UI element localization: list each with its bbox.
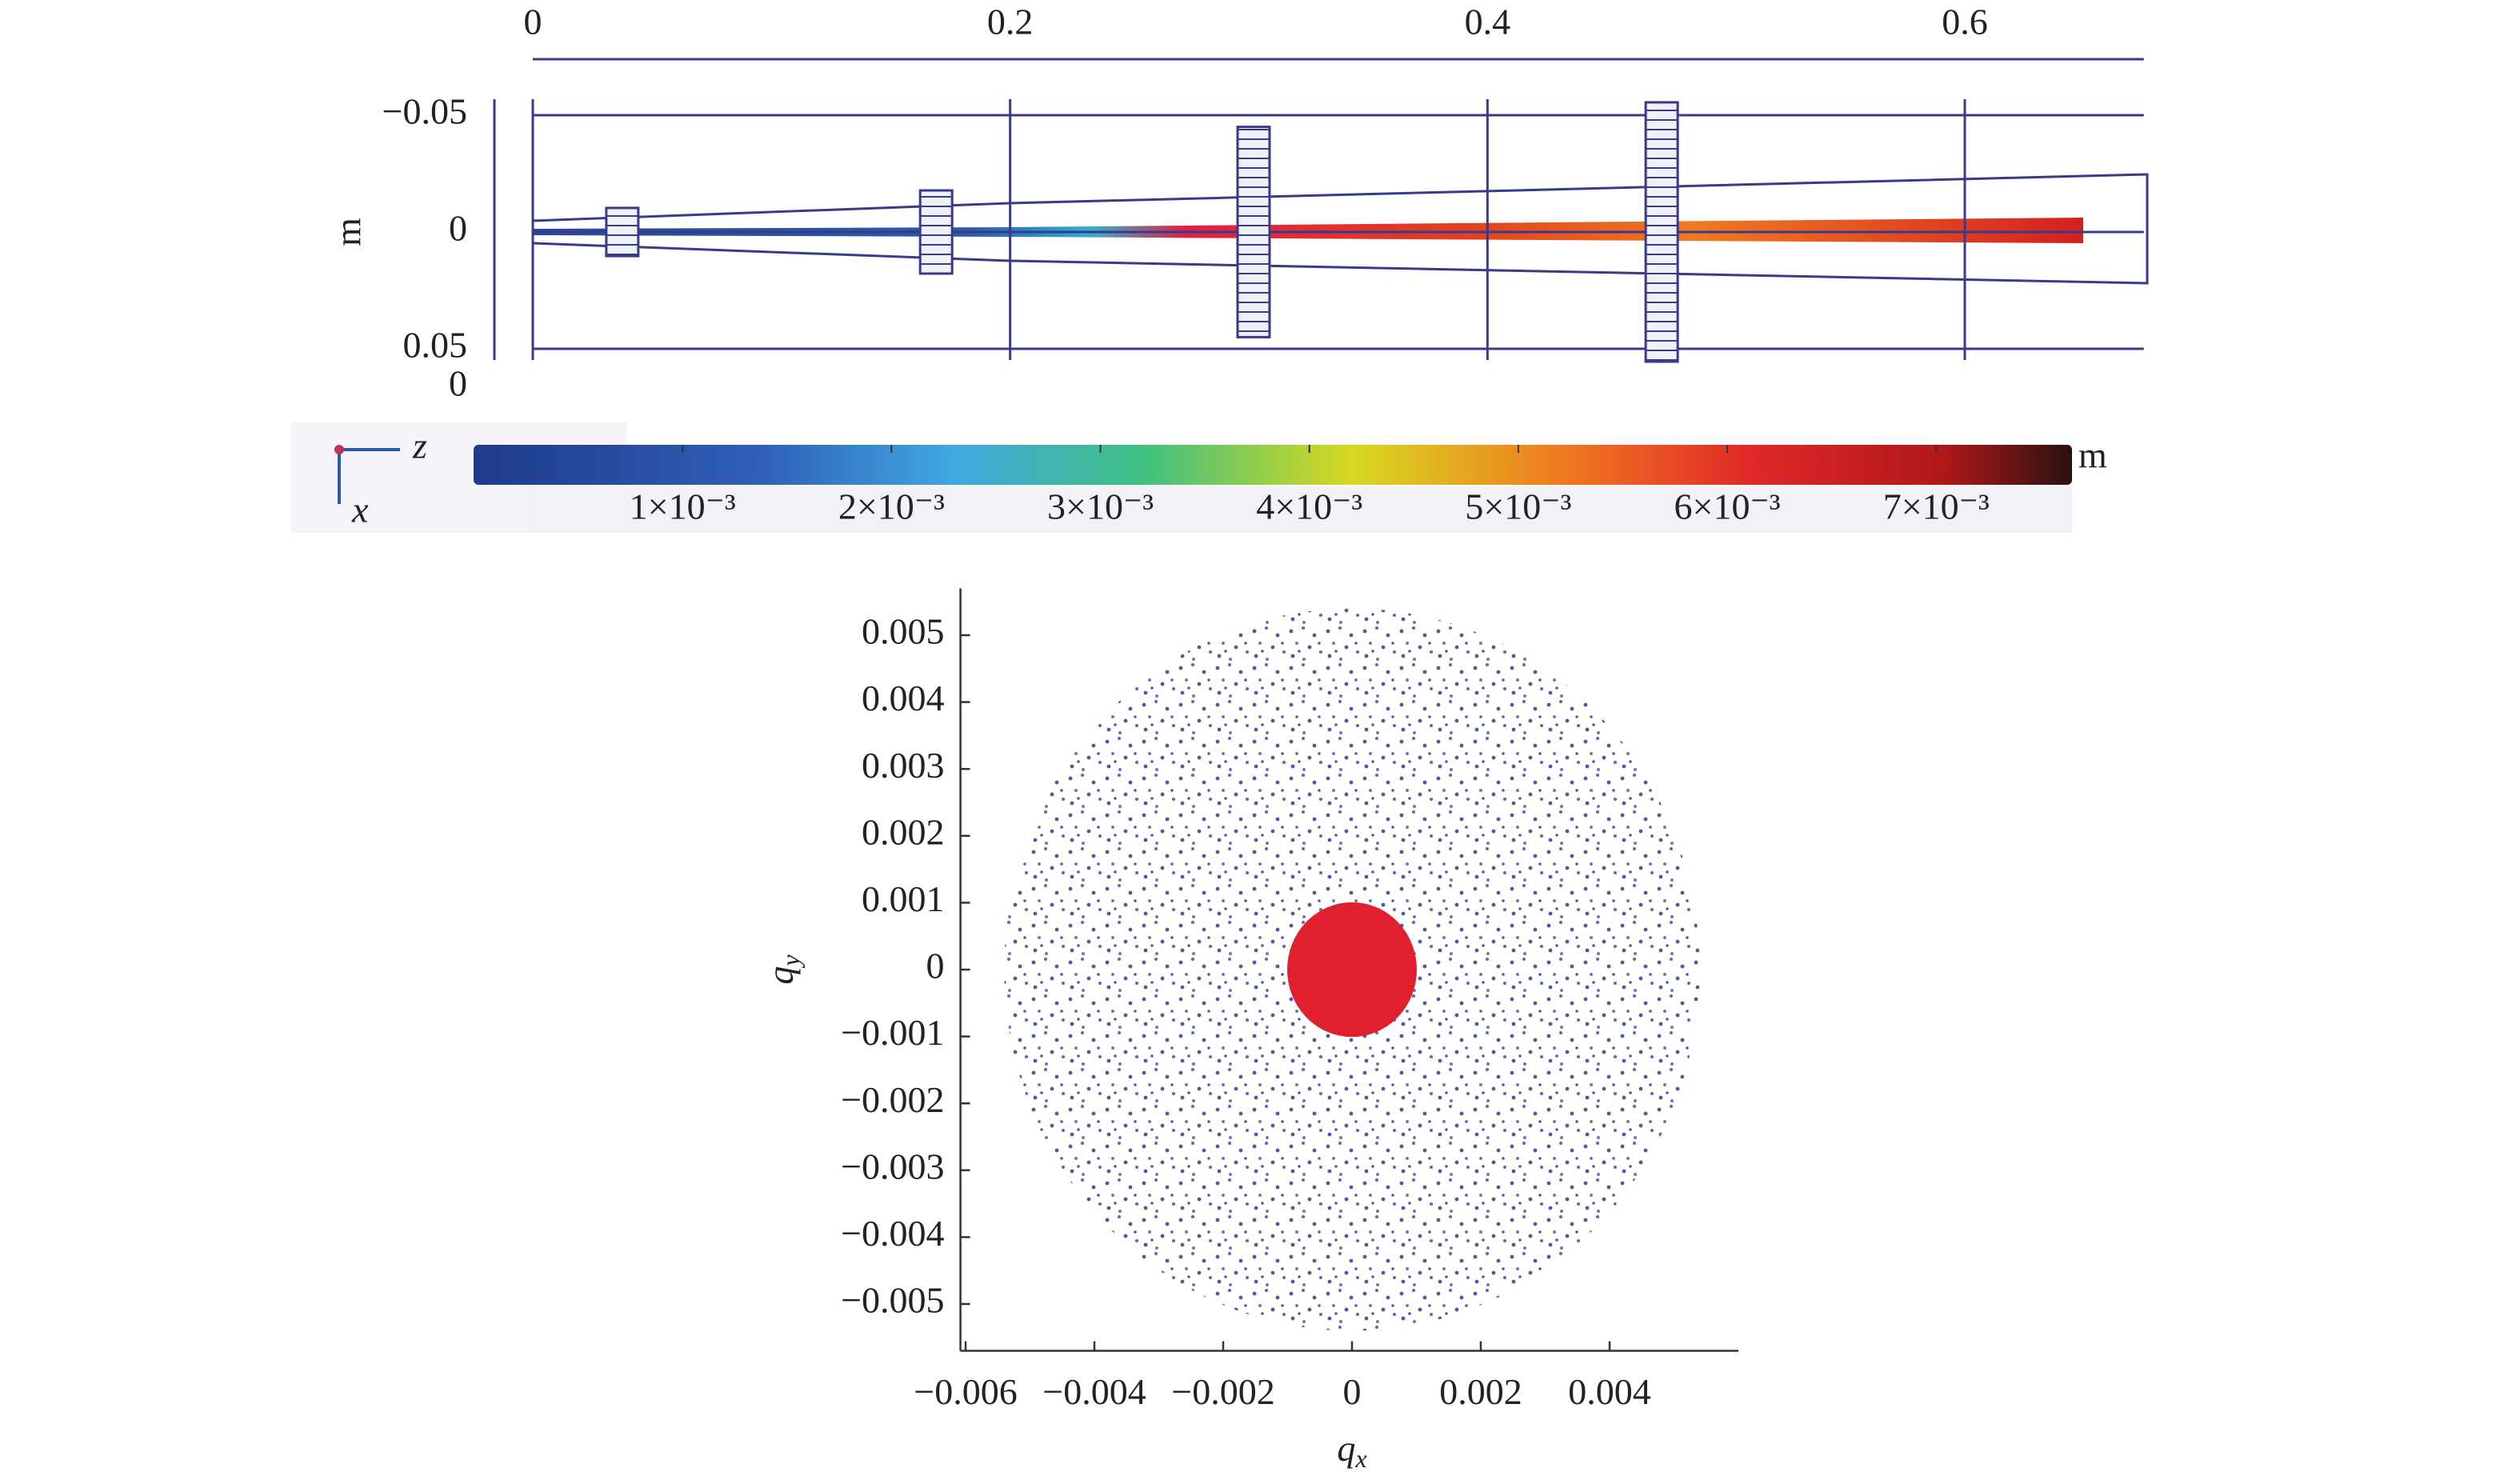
colorbar-tick-label: 4×10⁻³ [1256, 486, 1362, 527]
triad-label: x [351, 490, 369, 530]
subscript: y [776, 954, 805, 969]
x-tick-label: 0 [524, 2, 542, 42]
x-tick-label: 0.004 [1568, 1371, 1651, 1412]
lens [1236, 126, 1271, 338]
annotation: 0 [449, 363, 467, 404]
colorbar-tick-label: 5×10⁻³ [1465, 486, 1571, 527]
x-tick-label: −0.002 [1171, 1371, 1274, 1412]
colorbar-tick-label: 1×10⁻³ [630, 486, 736, 527]
y-tick-label: 0 [449, 208, 467, 249]
x-tick-label: −0.006 [914, 1371, 1017, 1412]
colorbar-tick-label: 2×10⁻³ [838, 486, 945, 527]
y-axis-label: qy [760, 954, 806, 985]
x-axis-label: qx [1337, 1428, 1366, 1474]
colorbar-tick-label: 3×10⁻³ [1047, 486, 1154, 527]
y-tick-label: −0.002 [841, 1079, 944, 1120]
colorbar-tick-label: 6×10⁻³ [1674, 486, 1781, 527]
scatter-plot: qy qx 0.0050.0040.0030.0020.0010−0.001−0… [760, 588, 1738, 1473]
colorbar-label-background [528, 486, 2072, 533]
y-tick-label: −0.004 [841, 1213, 944, 1254]
y-axis-label: m [328, 218, 369, 246]
y-tick-label: −0.001 [841, 1012, 944, 1053]
lens [605, 206, 640, 258]
y-tick-label: −0.005 [841, 1280, 944, 1321]
x-tick-label: 0 [1343, 1371, 1362, 1412]
lens [918, 189, 954, 275]
y-tick-label: −0.05 [382, 91, 467, 132]
colorbar-label: m [2078, 435, 2107, 476]
x-tick-label: −0.004 [1042, 1371, 1146, 1412]
symbol: q [760, 966, 801, 985]
triad-origin [334, 445, 344, 454]
y-tick-label: 0.005 [862, 611, 945, 652]
y-tick-label: 0.002 [862, 811, 945, 852]
x-tick-label: 0.6 [1942, 2, 1988, 42]
x-tick-label: 0.2 [987, 2, 1034, 42]
y-tick-label: 0.001 [862, 878, 945, 919]
y-tick-label: 0.004 [862, 678, 945, 718]
lens [1644, 101, 1679, 363]
y-tick-label: 0 [926, 946, 945, 986]
y-tick-label: 0.003 [862, 745, 945, 786]
colorbar-tick-label: 7×10⁻³ [1883, 486, 1990, 527]
scatter-region [1287, 902, 1417, 1038]
symbol: q [1337, 1428, 1355, 1469]
x-tick-label: 0.002 [1439, 1371, 1522, 1412]
subscript: x [1354, 1444, 1366, 1473]
triad-label: z [412, 426, 427, 466]
y-tick-label: −0.003 [841, 1146, 944, 1186]
y-tick-label: 0.05 [403, 325, 468, 366]
colorbar [474, 445, 2072, 485]
x-tick-label: 0.4 [1465, 2, 1511, 42]
beam [533, 218, 2083, 243]
